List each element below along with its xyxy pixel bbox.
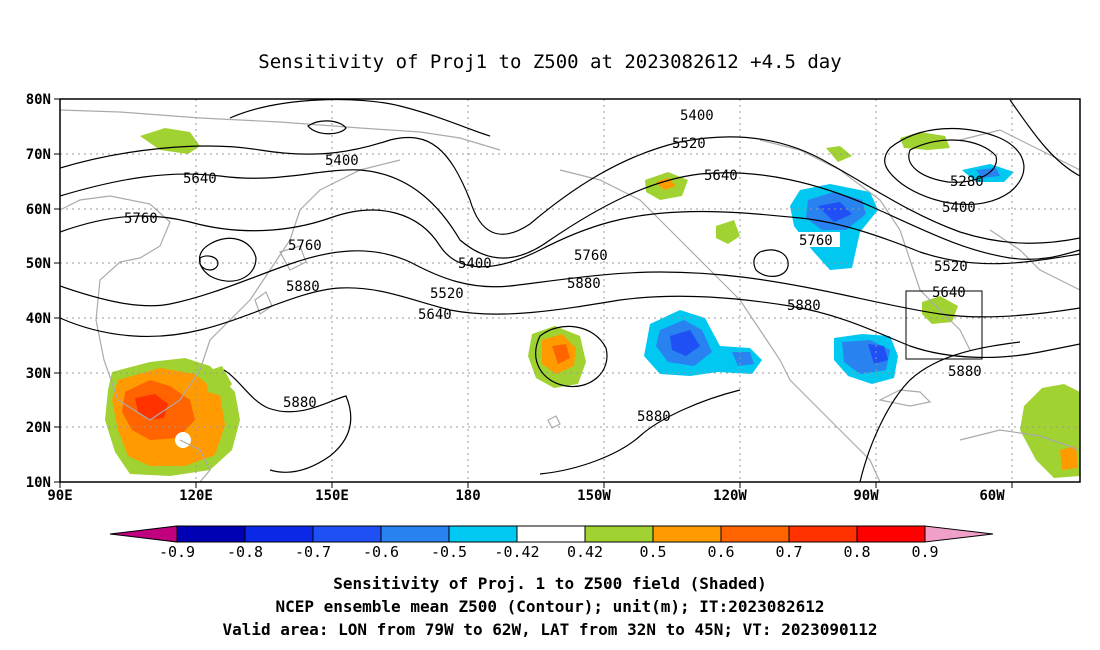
contour-label: 5640: [418, 307, 452, 323]
colorbar-min-arrow: [109, 525, 178, 543]
valid-area-box: [905, 290, 983, 360]
contour-label: 5880: [567, 276, 601, 292]
colorbar-swatch: [516, 525, 586, 543]
colorbar-max-arrow: [924, 525, 994, 543]
colorbar-swatch: [720, 525, 790, 543]
colorbar-tick-label: 0.5: [639, 543, 666, 561]
colorbar-tick-label: -0.42: [494, 543, 539, 561]
contour-label: 5880: [283, 395, 317, 411]
contour-label: 5400: [325, 153, 359, 169]
colorbar: -0.9 -0.8 -0.7 -0.6 -0.5 -0.42 0.42 0.5 0.6 0.7 0.…: [109, 525, 994, 561]
negative-shading-region: [732, 352, 754, 366]
contour-label: 5760: [799, 233, 833, 249]
colorbar-swatch: [448, 525, 518, 543]
colorbar-tick-label: -0.8: [227, 543, 263, 561]
lon-tick-label: 150E: [315, 488, 349, 504]
contour-label: 5880: [286, 279, 320, 295]
latitude-labels: 80N 70N 60N 50N 40N 30N 20N 10N: [26, 92, 51, 491]
contour-label: 5880: [948, 364, 982, 380]
positive-shading-region: [826, 146, 852, 162]
contour-label: 5880: [637, 409, 671, 425]
positive-shading-region: [656, 178, 676, 190]
negative-shading-region: [670, 330, 700, 356]
colorbar-tick-label: -0.9: [159, 543, 195, 561]
contour-label: 5760: [288, 238, 322, 254]
footer-contour-description: NCEP ensemble mean Z500 (Contour); unit(…: [275, 597, 824, 616]
z500-contours: [60, 99, 1080, 482]
longitude-axis: [59, 482, 1013, 488]
footer-valid-area: Valid area: LON from 79W to 62W, LAT fro…: [222, 620, 877, 639]
colorbar-tick-label: -0.7: [295, 543, 331, 561]
contour-label: 5400: [458, 256, 492, 272]
colorbar-tick-label: 0.7: [775, 543, 802, 561]
lon-tick-label: 150W: [577, 488, 611, 504]
lon-tick-label: 90W: [853, 488, 879, 504]
positive-shading-region: [900, 132, 950, 150]
colorbar-tick-label: 0.42: [567, 543, 603, 561]
lon-tick-label: 60W: [979, 488, 1005, 504]
graticule: [60, 99, 1080, 482]
contour-label: 5640: [932, 285, 966, 301]
contour-label: 5640: [183, 171, 217, 187]
contour-label: 5400: [942, 200, 976, 216]
lat-tick-label: 30N: [26, 366, 51, 382]
colorbar-swatch: [380, 525, 450, 543]
negative-shading-region: [818, 202, 852, 222]
lat-tick-label: 60N: [26, 202, 51, 218]
negative-shading-region: [868, 344, 888, 364]
lat-tick-label: 10N: [26, 475, 51, 491]
lat-tick-label: 70N: [26, 147, 51, 163]
colorbar-swatch: [244, 525, 314, 543]
contour-label: 5880: [787, 298, 821, 314]
lat-tick-label: 40N: [26, 311, 51, 327]
contour-label: 5520: [672, 136, 706, 152]
colorbar-tick-label: -0.6: [363, 543, 399, 561]
sensitivity-shading: [105, 128, 1080, 478]
figure-title: Sensitivity of Proj1 to Z500 at 20230826…: [258, 51, 841, 73]
longitude-labels: 90E 120E 150E 180 150W 120W 90W 60W: [47, 488, 1005, 504]
map-panel: 5400 5520 5640 5400 5760 5640 5760 5400 …: [26, 92, 1081, 504]
colorbar-swatch: [652, 525, 722, 543]
contour-label: 5400: [680, 108, 714, 124]
colorbar-swatch: [856, 525, 926, 543]
coastlines: [60, 109, 1080, 482]
colorbar-swatch: [176, 525, 246, 543]
lon-tick-label: 90E: [47, 488, 72, 504]
map-frame: [59, 98, 1081, 483]
positive-shading-region: [1060, 446, 1078, 470]
contour-label: 5760: [574, 248, 608, 264]
contour-label: 5520: [430, 286, 464, 302]
lat-tick-label: 20N: [26, 420, 51, 436]
contour-label: 5280: [950, 174, 984, 190]
colorbar-tick-label: 0.8: [843, 543, 870, 561]
lat-tick-label: 80N: [26, 92, 51, 108]
positive-shading-region: [716, 220, 740, 244]
footer-shading-description: Sensitivity of Proj. 1 to Z500 field (Sh…: [333, 574, 766, 593]
lon-tick-label: 180: [455, 488, 480, 504]
contour-labels: 5400 5520 5640 5400 5760 5640 5760 5400 …: [124, 108, 984, 425]
lat-tick-label: 50N: [26, 256, 51, 272]
latitude-axis: [54, 98, 60, 483]
positive-shading-region: [175, 432, 191, 448]
colorbar-tick-label: 0.9: [911, 543, 938, 561]
lon-tick-label: 120E: [179, 488, 213, 504]
positive-shading-region: [140, 128, 200, 154]
colorbar-swatch: [584, 525, 654, 543]
colorbar-tick-label: -0.5: [431, 543, 467, 561]
positive-shading-region: [552, 344, 570, 364]
contour-label: 5520: [934, 259, 968, 275]
negative-shading-region: [976, 168, 1000, 178]
contour-label: 5760: [124, 211, 158, 227]
contour-label: 5640: [704, 168, 738, 184]
colorbar-swatch: [312, 525, 382, 543]
lon-tick-label: 120W: [713, 488, 747, 504]
colorbar-tick-label: 0.6: [707, 543, 734, 561]
colorbar-swatch: [788, 525, 858, 543]
